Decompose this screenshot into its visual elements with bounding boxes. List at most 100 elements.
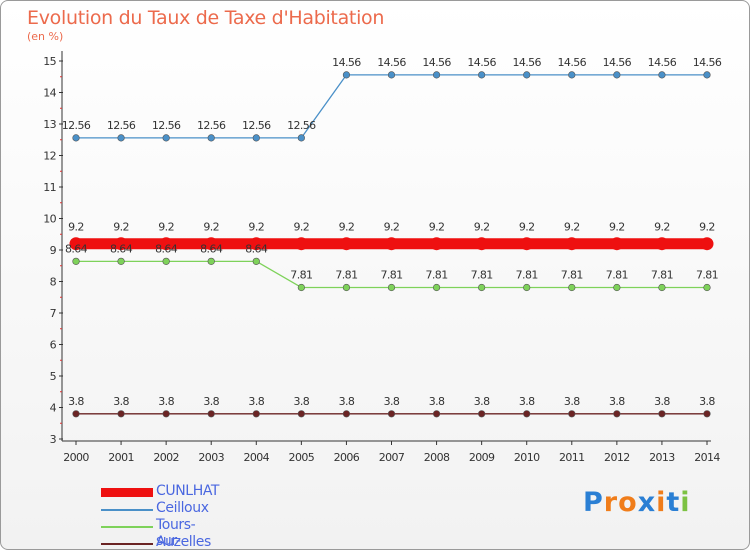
data-label: 9.2 xyxy=(203,221,219,234)
y-tick-label: 11 xyxy=(43,181,56,194)
legend-label-cunlhat: CUNLHAT xyxy=(156,483,220,499)
data-label: 3.8 xyxy=(699,395,715,408)
data-point xyxy=(387,410,396,418)
x-tick-label: 2009 xyxy=(469,451,495,464)
data-label: 12.56 xyxy=(287,119,316,132)
x-tick-label: 2011 xyxy=(559,451,585,464)
data-label: 7.81 xyxy=(606,268,628,281)
legend-label-auzelles: Auzelles xyxy=(156,534,211,550)
data-label: 7.81 xyxy=(471,268,493,281)
data-label: 3.8 xyxy=(203,395,219,408)
data-label: 3.8 xyxy=(113,395,129,408)
data-point xyxy=(339,237,353,251)
data-point xyxy=(387,283,396,292)
data-label: 9.2 xyxy=(699,221,715,234)
data-point xyxy=(294,237,308,251)
y-tick-label: 6 xyxy=(50,339,57,352)
data-label: 9.2 xyxy=(248,221,264,234)
data-label: 8.64 xyxy=(110,242,133,255)
data-label: 12.56 xyxy=(152,119,181,132)
data-label: 9.2 xyxy=(113,221,129,234)
data-point xyxy=(613,71,621,79)
data-point xyxy=(72,257,80,265)
legend-swatch-tours-sur-meymont xyxy=(101,526,153,528)
y-tick-label: 4 xyxy=(50,402,57,415)
data-label: 12.56 xyxy=(242,119,271,132)
data-label: 9.2 xyxy=(654,221,670,234)
data-label: 7.81 xyxy=(335,268,357,281)
logo-letter: r xyxy=(603,487,619,518)
y-tick-label: 3 xyxy=(50,433,57,446)
legend-label-ceilloux: Ceilloux xyxy=(156,500,209,516)
data-label: 7.81 xyxy=(426,268,448,281)
data-point xyxy=(703,283,711,292)
data-label: 3.8 xyxy=(294,395,310,408)
data-point xyxy=(385,237,398,251)
y-tick-label: 5 xyxy=(50,370,57,383)
logo-letter: t xyxy=(666,487,681,518)
data-label: 3.8 xyxy=(339,395,355,408)
data-point xyxy=(207,257,215,265)
data-label: 14.56 xyxy=(377,56,406,69)
data-point xyxy=(658,71,666,79)
data-point xyxy=(162,257,170,265)
data-label: 7.81 xyxy=(696,268,718,281)
x-tick-label: 2001 xyxy=(108,451,134,464)
logo-letter: x xyxy=(637,487,657,518)
data-point xyxy=(114,237,128,251)
data-label: 12.56 xyxy=(197,119,226,132)
data-label: 14.56 xyxy=(693,56,722,69)
data-label: 3.8 xyxy=(564,395,580,408)
logo-letter: P xyxy=(583,487,604,518)
data-point xyxy=(655,237,669,251)
data-point xyxy=(252,257,260,265)
logo-letter: o xyxy=(618,487,638,518)
data-label: 7.81 xyxy=(651,268,673,281)
data-label: 3.8 xyxy=(158,395,174,408)
data-label: 14.56 xyxy=(422,56,451,69)
data-point xyxy=(432,71,441,79)
data-point xyxy=(568,410,576,418)
data-point xyxy=(207,410,215,418)
x-tick-label: 2006 xyxy=(334,451,360,464)
data-point xyxy=(69,237,83,251)
data-label: 7.81 xyxy=(380,268,402,281)
legend-swatch-cunlhat xyxy=(101,488,153,497)
logo-letter: i xyxy=(680,487,691,518)
data-label: 7.81 xyxy=(516,268,538,281)
x-tick-label: 2012 xyxy=(604,451,630,464)
data-point xyxy=(568,283,576,292)
data-point xyxy=(613,410,621,418)
data-label: 14.56 xyxy=(332,56,361,69)
data-label: 3.8 xyxy=(654,395,670,408)
y-tick-label: 12 xyxy=(43,150,56,163)
data-label: 9.2 xyxy=(158,221,174,234)
data-label: 7.81 xyxy=(290,268,312,281)
data-point xyxy=(342,71,351,79)
data-label: 14.56 xyxy=(467,56,496,69)
data-label: 3.8 xyxy=(474,395,490,408)
data-point xyxy=(520,237,534,251)
x-tick-label: 2005 xyxy=(289,451,315,464)
data-point xyxy=(252,134,260,142)
data-point xyxy=(387,71,396,79)
data-label: 12.56 xyxy=(107,119,136,132)
data-point xyxy=(162,134,170,142)
data-point xyxy=(478,283,486,292)
data-label: 9.2 xyxy=(474,221,490,234)
x-tick-label: 2013 xyxy=(649,451,675,464)
data-label: 9.2 xyxy=(429,221,445,234)
x-tick-label: 2008 xyxy=(424,451,450,464)
data-point xyxy=(478,410,486,418)
data-point xyxy=(297,283,305,292)
data-label: 9.2 xyxy=(564,221,580,234)
data-label: 14.56 xyxy=(603,56,632,69)
data-label: 3.8 xyxy=(429,395,445,408)
proxiti-logo: Proxiti xyxy=(583,487,691,518)
y-tick-label: 9 xyxy=(50,244,57,257)
data-label: 8.64 xyxy=(65,242,88,255)
y-tick-label: 14 xyxy=(43,87,56,100)
data-point xyxy=(478,71,486,79)
data-point xyxy=(249,237,263,251)
